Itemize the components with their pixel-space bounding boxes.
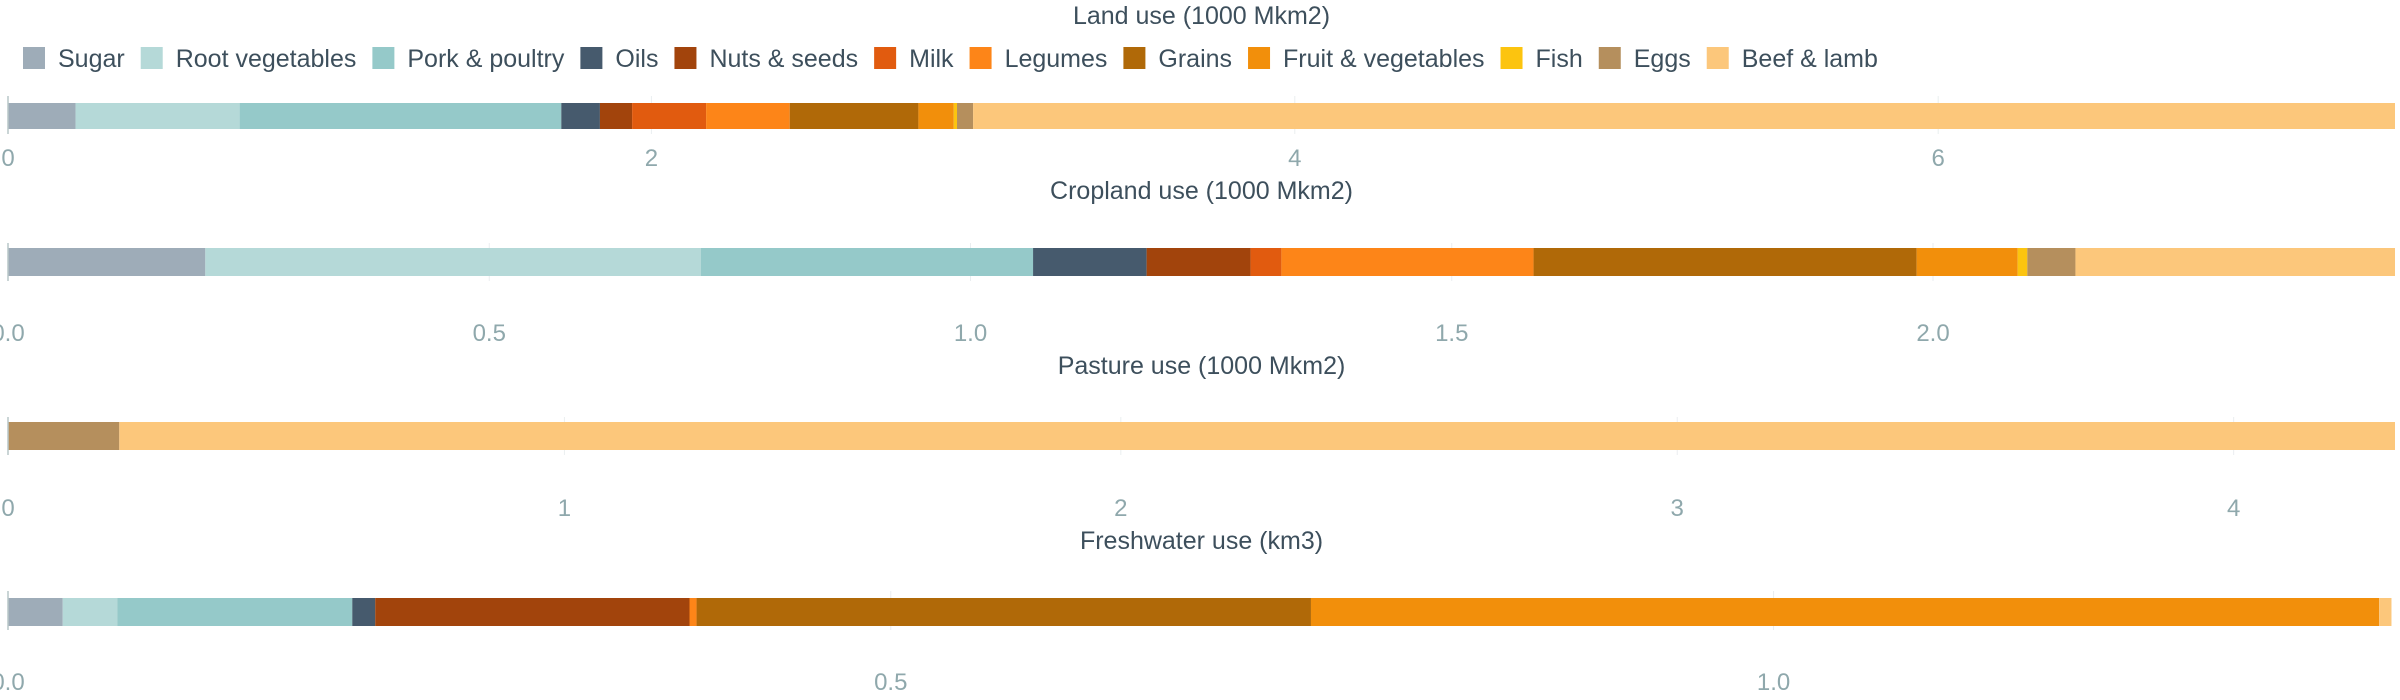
bar-segment-legumes xyxy=(706,103,790,129)
bar-segment-eggs xyxy=(957,103,974,129)
legend-item-eggs[interactable]: Eggs xyxy=(1598,45,1691,73)
bar-segment-beef-and-lamb xyxy=(973,103,2395,129)
bar-segment-root-vegetables xyxy=(62,598,118,626)
bar-segment-nuts-and-seeds xyxy=(1146,248,1251,276)
tick-label: 2.0 xyxy=(1916,320,1949,347)
tick-label: 6 xyxy=(1932,145,1945,172)
legend-item-fruit-and-vegetables[interactable]: Fruit & vegetables xyxy=(1248,45,1485,73)
legend-item-milk[interactable]: Milk xyxy=(874,45,954,73)
bar-segment-beef-and-lamb xyxy=(2075,248,2395,276)
bar-segment-oils xyxy=(352,598,376,626)
panel-freshwater-use-km3: Freshwater use (km3) 0.0 0.5 1.0 xyxy=(0,527,2392,696)
tick-label: 1 xyxy=(558,495,571,522)
legend-swatch xyxy=(1598,47,1621,69)
tick-label: 0 xyxy=(1,495,14,522)
panel-title: Cropland use (1000 Mkm2) xyxy=(1050,177,1353,205)
bar-segment-fruit-and-vegetables xyxy=(1310,598,2380,626)
bar-segment-fruit-and-vegetables xyxy=(1916,248,2018,276)
bar-segment-nuts-and-seeds xyxy=(599,103,633,129)
bar-segment-milk xyxy=(1250,248,1282,276)
bar-segment-eggs xyxy=(8,422,120,450)
tick-label: 0.0 xyxy=(0,669,25,696)
legend-label: Root vegetables xyxy=(176,45,357,73)
bar-segment-beef-and-lamb xyxy=(119,422,2396,450)
legend-item-root-vegetables[interactable]: Root vegetables xyxy=(140,45,357,73)
bar-segment-fish xyxy=(953,103,958,129)
bar-segment-sugar xyxy=(8,103,76,129)
legend-item-beef-and-lamb[interactable]: Beef & lamb xyxy=(1706,45,1878,73)
bar-segment-grains xyxy=(696,598,1311,626)
legend-swatch xyxy=(580,47,603,69)
legend-swatch xyxy=(674,47,697,69)
legend-label: Eggs xyxy=(1634,45,1691,73)
bar-segment-fish xyxy=(2017,248,2028,276)
panel-title: Pasture use (1000 Mkm2) xyxy=(1058,352,1346,380)
legend-label: Oils xyxy=(615,45,658,73)
legend-swatch xyxy=(140,47,163,69)
panel-title: Land use (1000 Mkm2) xyxy=(1073,2,1330,30)
legend-item-grains[interactable]: Grains xyxy=(1123,45,1232,73)
bar-segment-pork-and-poultry xyxy=(117,598,353,626)
tick-label: 1.0 xyxy=(1757,669,1790,696)
bar-segment-oils xyxy=(561,103,600,129)
bar-segment-grains xyxy=(1533,248,1917,276)
panel-land-use-1000-mkm2: Land use (1000 Mkm2) 0 2 4 6 xyxy=(1,2,2395,172)
bar-segment-legumes xyxy=(689,598,697,626)
bar-segment-sugar xyxy=(8,248,206,276)
legend-label: Fish xyxy=(1536,45,1583,73)
legend-label: Nuts & seeds xyxy=(709,45,858,73)
legend-swatch xyxy=(1500,47,1523,69)
bar-segment-pork-and-poultry xyxy=(701,248,1034,276)
bar-segment-legumes xyxy=(1281,248,1534,276)
bar-segment-pork-and-poultry xyxy=(239,103,562,129)
bar-segment-root-vegetables xyxy=(75,103,240,129)
legend-item-fish[interactable]: Fish xyxy=(1500,45,1583,73)
legend-swatch xyxy=(1706,47,1729,69)
bar-segment-beef-and-lamb xyxy=(2379,598,2392,626)
legend-swatch xyxy=(23,47,45,69)
legend-label: Milk xyxy=(909,45,954,73)
legend-label: Beef & lamb xyxy=(1742,45,1878,73)
legend-item-sugar[interactable]: Sugar xyxy=(23,45,125,73)
legend-label: Grains xyxy=(1158,45,1232,73)
tick-label: 1.5 xyxy=(1435,320,1468,347)
legend-label: Fruit & vegetables xyxy=(1283,45,1485,73)
panel-pasture-use-1000-mkm2: Pasture use (1000 Mkm2) 0 1 2 3 4 xyxy=(1,352,2396,522)
tick-label: 2 xyxy=(645,145,658,172)
legend-swatch xyxy=(1123,47,1146,69)
legend-item-oils[interactable]: Oils xyxy=(580,45,658,73)
tick-label: 0.5 xyxy=(473,320,506,347)
panel-title: Freshwater use (km3) xyxy=(1080,527,1323,555)
bar-segment-sugar xyxy=(8,598,63,626)
legend-swatch xyxy=(1248,47,1271,69)
panel-cropland-use-1000-mkm2: Cropland use (1000 Mkm2) 0.0 0.5 1.0 1.5 2.0 xyxy=(0,177,2395,347)
tick-label: 0 xyxy=(1,145,14,172)
legend-item-legumes[interactable]: Legumes xyxy=(969,45,1108,73)
bar-segment-eggs xyxy=(2027,248,2076,276)
bar-segment-grains xyxy=(789,103,919,129)
legend-item-nuts-and-seeds[interactable]: Nuts & seeds xyxy=(674,45,858,73)
tick-label: 0.0 xyxy=(0,320,25,347)
tick-label: 2 xyxy=(1114,495,1127,522)
legend-label: Legumes xyxy=(1005,45,1108,73)
legend-label: Sugar xyxy=(58,45,125,73)
tick-label: 0.5 xyxy=(874,669,907,696)
legend-swatch xyxy=(969,47,992,69)
chart-legend: Sugar Root vegetables Pork & poultry Oils Nu… xyxy=(23,45,1878,73)
bar-segment-oils xyxy=(1033,248,1147,276)
tick-label: 4 xyxy=(1288,145,1301,172)
legend-item-pork-and-poultry[interactable]: Pork & poultry xyxy=(372,45,565,73)
bar-segment-milk xyxy=(632,103,707,129)
bar-segment-fruit-and-vegetables xyxy=(918,103,954,129)
bar-segment-root-vegetables xyxy=(205,248,701,276)
bar-segment-nuts-and-seeds xyxy=(375,598,690,626)
legend-label: Pork & poultry xyxy=(407,45,565,73)
legend-swatch xyxy=(372,47,395,69)
tick-label: 4 xyxy=(2227,495,2240,522)
legend-swatch xyxy=(874,47,897,69)
tick-label: 1.0 xyxy=(954,320,987,347)
tick-label: 3 xyxy=(1671,495,1684,522)
